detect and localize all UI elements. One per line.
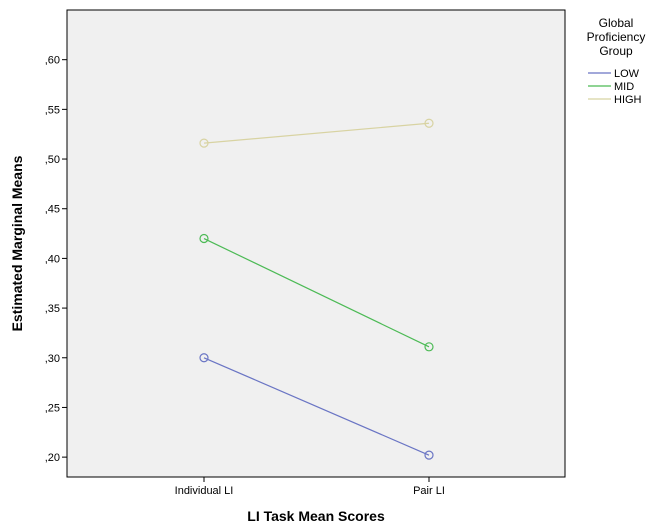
y-tick-label: ,60: [45, 55, 60, 67]
x-axis-title: LI Task Mean Scores: [247, 508, 385, 524]
data-point-high: [424, 118, 434, 128]
legend-title-line-1: Global: [599, 16, 634, 30]
series-line-high: [203, 122, 430, 144]
y-tick-label: ,55: [45, 104, 60, 116]
x-tick-label: Pair LI: [413, 485, 445, 497]
y-axis-title: Estimated Marginal Means: [9, 155, 25, 331]
data-point-mid: [424, 342, 434, 352]
y-tick-label: ,30: [45, 353, 60, 365]
legend-label-high: HIGH: [614, 94, 642, 106]
y-tick-label: ,45: [45, 204, 60, 216]
y-tick-label: ,20: [45, 452, 60, 464]
x-tick-label: Individual LI: [175, 485, 234, 497]
series-layer: [199, 118, 434, 460]
legend-label-mid: MID: [614, 81, 634, 93]
y-tick-label: ,50: [45, 154, 60, 166]
series-line-mid: [203, 237, 430, 348]
y-axis: ,20 ,25 ,30 ,35 ,40 ,45 ,50 ,55 ,60: [45, 55, 67, 464]
data-point-low: [199, 353, 209, 363]
legend-title-line-2: Proficiency: [587, 30, 646, 44]
series-line-low: [203, 357, 430, 456]
data-point-low: [424, 450, 434, 460]
legend-title-line-3: Group: [599, 44, 633, 58]
y-tick-label: ,25: [45, 402, 60, 414]
y-tick-label: ,35: [45, 303, 60, 315]
legend-label-low: LOW: [614, 68, 640, 80]
plot-area: [66, 9, 566, 478]
x-axis: Individual LI Pair LI: [175, 477, 445, 497]
data-point-high: [199, 138, 209, 148]
y-tick-label: ,40: [45, 253, 60, 265]
data-point-mid: [199, 233, 209, 244]
